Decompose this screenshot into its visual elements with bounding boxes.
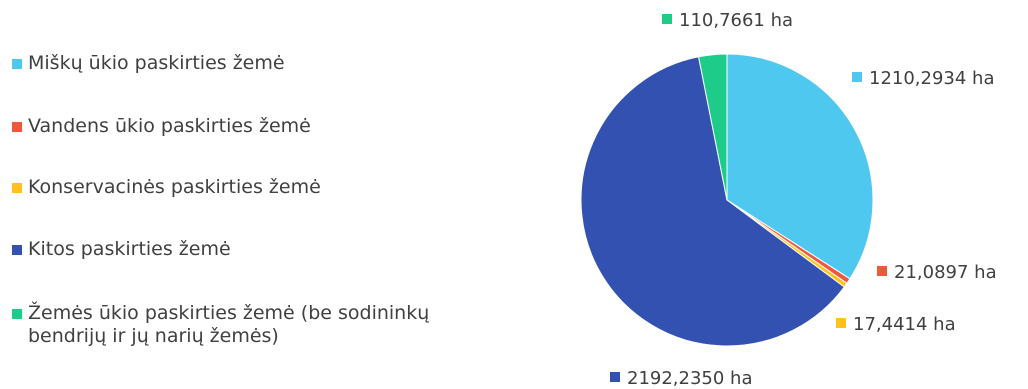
chart-legend: Miškų ūkio paskirties žemė Vandens ūkio p…	[12, 0, 532, 389]
legend-item: Miškų ūkio paskirties žemė	[12, 52, 285, 75]
data-label-swatch	[836, 318, 846, 328]
pie-slice	[697, 53, 728, 201]
data-label-swatch	[852, 72, 862, 82]
legend-label: Kitos paskirties žemė	[28, 238, 231, 260]
legend-item: Kitos paskirties žemė	[12, 238, 231, 261]
pie-slice	[726, 53, 874, 280]
legend-label: Vandens ūkio paskirties žemė	[28, 115, 311, 137]
data-label-swatch	[662, 14, 672, 24]
legend-label: Miškų ūkio paskirties žemė	[28, 52, 285, 74]
data-label: 110,7661 ha	[679, 10, 793, 31]
data-label-swatch	[877, 266, 887, 276]
data-label: 2192,2350 ha	[627, 368, 753, 389]
legend-label: Konservacinės paskirties žemė	[28, 176, 321, 198]
legend-item: Vandens ūkio paskirties žemė	[12, 115, 311, 138]
legend-item: Konservacinės paskirties žemė	[12, 176, 321, 199]
data-labels: 1210,2934 ha 21,0897 ha 17,4414 ha 2192,235…	[610, 10, 997, 389]
pie-slices	[580, 53, 874, 347]
data-label-swatch	[610, 372, 620, 382]
legend-label: Žemės ūkio paskirties žemė (be sodininkų…	[28, 302, 430, 347]
legend-swatch	[12, 122, 22, 132]
legend-item: Žemės ūkio paskirties žemė (be sodininkų…	[12, 302, 429, 348]
pie-slice	[580, 56, 845, 347]
legend-swatch	[12, 59, 22, 69]
data-label: 17,4414 ha	[853, 314, 956, 335]
legend-swatch	[12, 183, 22, 193]
legend-swatch	[12, 309, 22, 319]
legend-swatch	[12, 245, 22, 255]
data-label: 1210,2934 ha	[869, 68, 995, 89]
data-label: 21,0897 ha	[894, 262, 997, 283]
